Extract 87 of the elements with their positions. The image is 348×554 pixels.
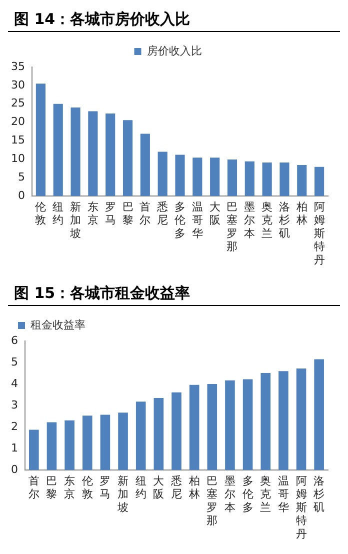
x-tick-label: 温哥华 [192, 200, 203, 240]
y-tick-label: 5 [18, 170, 25, 184]
x-tick-label: 墨尔本 [224, 474, 236, 514]
y-tick-label: 3 [11, 398, 18, 412]
x-tick-label: 柏林 [188, 474, 200, 501]
x-tick-label: 阿姆斯特丹 [314, 200, 325, 266]
bar [210, 158, 220, 196]
bar [64, 420, 74, 470]
x-tick-label: 巴黎 [46, 474, 58, 501]
bar [244, 161, 254, 196]
bar [314, 359, 324, 470]
x-tick-label: 大阪 [209, 200, 220, 227]
bar [122, 120, 133, 196]
bar [82, 416, 92, 470]
legend-label: 租金收益率 [30, 318, 86, 332]
x-tick-label: 洛杉矶 [312, 474, 325, 514]
bar [100, 414, 110, 470]
x-tick-label: 多伦多 [174, 200, 186, 240]
bar [280, 162, 290, 196]
x-tick-label: 纽约 [135, 474, 146, 501]
bar [46, 422, 57, 470]
bar [192, 158, 202, 196]
y-tick-label: 35 [10, 60, 25, 73]
x-tick-label: 温哥华 [278, 474, 289, 514]
bar [172, 392, 182, 470]
x-tick-label: 巴塞罗那 [226, 200, 238, 254]
y-tick-label: 0 [11, 462, 18, 476]
chart-title: 图 15：各城市租金收益率 [8, 282, 340, 306]
chart-title: 图 14：各城市房价收入比 [8, 8, 340, 32]
x-tick-label: 东京 [64, 474, 76, 501]
x-tick-label: 多伦多 [242, 474, 254, 514]
x-tick-label: 大阪 [153, 474, 164, 501]
bar [88, 111, 98, 196]
x-tick-label: 首尔 [28, 474, 40, 501]
bar [225, 380, 235, 470]
bar [118, 412, 128, 470]
x-tick-label: 墨尔本 [244, 200, 256, 240]
bar [227, 160, 238, 196]
bar [140, 134, 150, 196]
legend-label: 房价收入比 [146, 44, 202, 58]
x-tick-label: 罗马 [100, 474, 111, 501]
bar [296, 368, 306, 470]
bar [36, 84, 46, 196]
y-tick-label: 0 [18, 188, 25, 202]
bar [175, 154, 185, 196]
x-tick-label: 阿姆斯特丹 [296, 474, 307, 540]
bar [189, 384, 200, 470]
bar [314, 166, 324, 196]
bar [207, 384, 218, 470]
x-tick-label: 悉尼 [156, 200, 168, 227]
bar [53, 104, 63, 196]
x-tick-label: 纽约 [52, 200, 64, 227]
x-tick-label: 伦敦 [82, 474, 93, 501]
bar [154, 398, 164, 470]
x-tick-label: 东京 [87, 200, 98, 227]
y-tick-label: 20 [10, 115, 25, 128]
y-tick-label: 2 [11, 420, 18, 433]
x-tick-label: 首尔 [140, 200, 151, 227]
bar [260, 373, 271, 470]
bar [242, 379, 253, 470]
bar [136, 402, 146, 470]
x-tick-label: 巴黎 [122, 200, 134, 227]
y-tick-label: 10 [10, 152, 25, 165]
y-tick-label: 1 [11, 441, 18, 454]
y-tick-label: 5 [11, 355, 18, 368]
x-tick-label: 奥克兰 [260, 474, 272, 514]
x-tick-label: 巴塞罗那 [206, 474, 218, 528]
bar [70, 108, 80, 196]
bar [29, 430, 39, 470]
x-tick-label: 悉尼 [170, 474, 182, 501]
bar [106, 113, 116, 196]
bar [297, 165, 307, 196]
y-tick-label: 6 [11, 334, 18, 347]
x-tick-label: 伦敦 [35, 200, 46, 227]
x-tick-label: 新加坡 [69, 200, 82, 240]
y-tick-label: 30 [10, 78, 25, 92]
y-tick-label: 4 [11, 376, 18, 390]
bar [262, 162, 272, 196]
y-tick-label: 15 [10, 134, 25, 147]
bar [158, 152, 168, 196]
y-tick-label: 25 [10, 96, 25, 110]
x-tick-label: 洛杉矶 [278, 200, 290, 240]
x-tick-label: 奥克兰 [262, 200, 273, 240]
x-tick-label: 新加坡 [116, 474, 129, 514]
bar [278, 371, 288, 470]
x-tick-label: 罗马 [104, 200, 116, 227]
x-tick-label: 柏林 [295, 200, 308, 227]
